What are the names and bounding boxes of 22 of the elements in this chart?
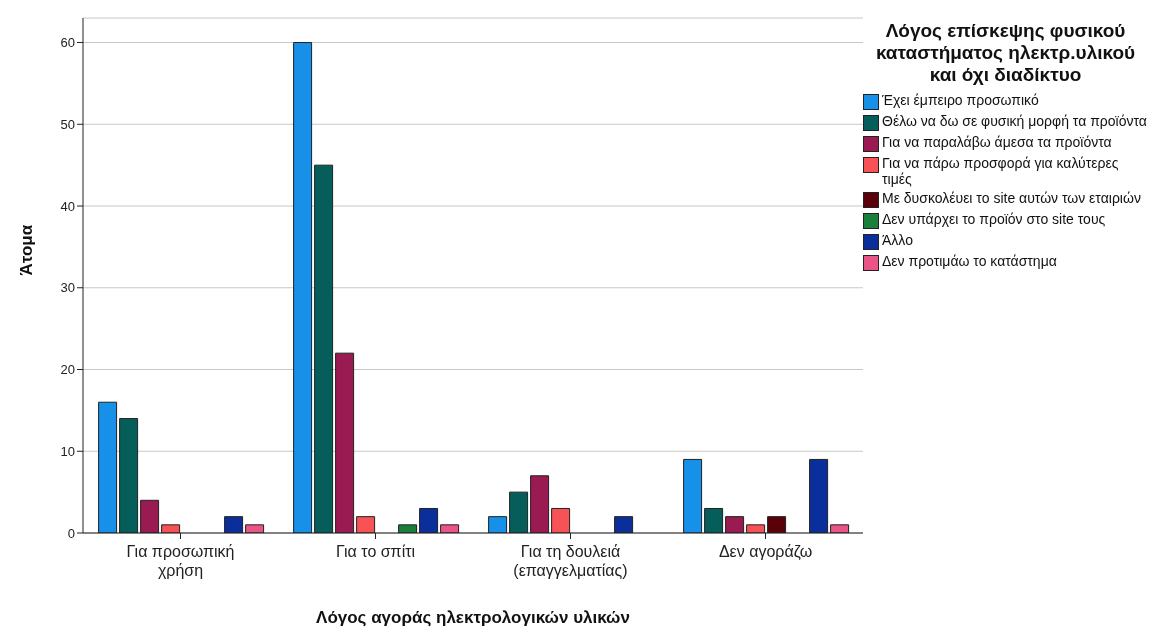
legend-label: Δεν προτιμάω το κατάστημα: [882, 253, 1057, 269]
legend-label: Για να πάρω προσφορά για καλύτερες τιμές: [882, 155, 1120, 187]
legend-label: Άλλο: [882, 232, 913, 248]
x-tick-label: Για το σπίτι: [335, 543, 416, 560]
legend-title: Λόγος επίσκεψης φυσικού καταστήματος ηλεκτρ.υλικού και όχι διαδίκτυο: [874, 20, 1137, 86]
y-tick-label: 30: [60, 280, 75, 296]
x-tick-label: Δεν αγοράζω: [718, 543, 813, 561]
legend-label: Με δυσκολέυει το site αυτών των εταιριών: [882, 190, 1141, 206]
legend-label: Δεν υπάρχει το προϊόν στο site τους: [882, 211, 1106, 227]
y-tick-label: 40: [60, 198, 75, 214]
y-tick-label: 60: [60, 35, 75, 51]
legend-label: Έχει έμπειρο προσωπικό: [882, 92, 1039, 108]
legend-label: Για να παραλάβω άμεσα τα προϊόντα: [882, 134, 1112, 150]
x-axis-title: Λόγος αγοράς ηλεκτρολογικών υλικών: [316, 608, 630, 627]
y-tick-label: 50: [60, 116, 75, 132]
legend-label: Θέλω να δω σε φυσική μορφή τα προϊόντα: [882, 113, 1147, 129]
x-tick-label: Για τη δουλειά (επαγγελματίας): [513, 543, 628, 579]
y-tick-label: 20: [60, 362, 75, 378]
y-tick-label: 10: [60, 443, 75, 459]
x-tick-label: Για προσωπική χρήση: [126, 543, 235, 579]
y-tick-label: 0: [67, 525, 75, 541]
y-axis-title: Άτομα: [17, 224, 37, 276]
